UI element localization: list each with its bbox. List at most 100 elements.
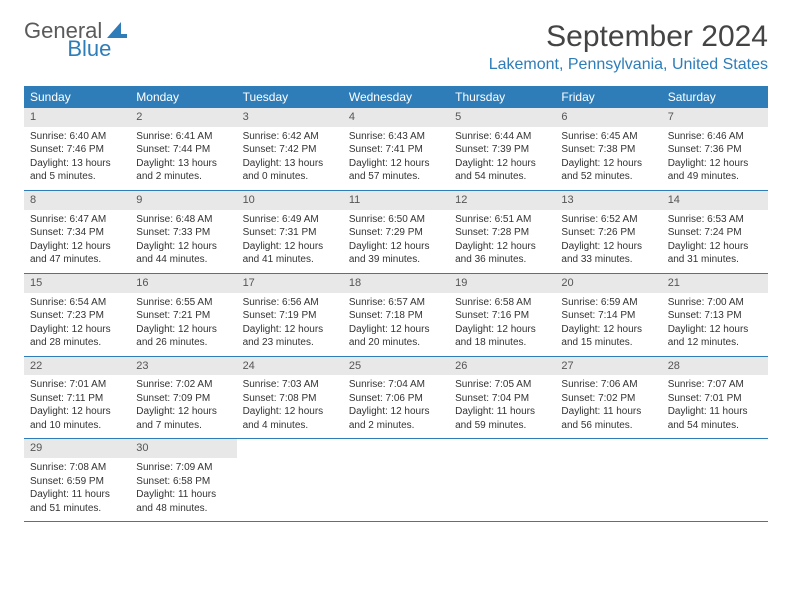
day-number: 29 bbox=[24, 439, 130, 458]
sunrise-text: Sunrise: 7:06 AM bbox=[561, 378, 655, 392]
day-header: Sunday bbox=[24, 86, 130, 108]
daylight-text: Daylight: 12 hours and 15 minutes. bbox=[561, 323, 655, 350]
sunset-text: Sunset: 7:14 PM bbox=[561, 309, 655, 323]
sunset-text: Sunset: 7:34 PM bbox=[30, 226, 124, 240]
day-number: 10 bbox=[237, 191, 343, 210]
daylight-text: Daylight: 12 hours and 4 minutes. bbox=[243, 405, 337, 432]
sunrise-text: Sunrise: 6:59 AM bbox=[561, 296, 655, 310]
sunset-text: Sunset: 7:02 PM bbox=[561, 392, 655, 406]
daylight-text: Daylight: 12 hours and 52 minutes. bbox=[561, 157, 655, 184]
logo: General Blue bbox=[24, 20, 127, 60]
day-cell: 12Sunrise: 6:51 AMSunset: 7:28 PMDayligh… bbox=[449, 191, 555, 273]
sunset-text: Sunset: 7:41 PM bbox=[349, 143, 443, 157]
day-header: Monday bbox=[130, 86, 236, 108]
sunset-text: Sunset: 7:36 PM bbox=[668, 143, 762, 157]
sunrise-text: Sunrise: 6:46 AM bbox=[668, 130, 762, 144]
daylight-text: Daylight: 12 hours and 33 minutes. bbox=[561, 240, 655, 267]
day-body: Sunrise: 6:48 AMSunset: 7:33 PMDaylight:… bbox=[130, 210, 236, 273]
sunset-text: Sunset: 7:29 PM bbox=[349, 226, 443, 240]
day-cell: 24Sunrise: 7:03 AMSunset: 7:08 PMDayligh… bbox=[237, 357, 343, 439]
day-number: 30 bbox=[130, 439, 236, 458]
day-cell: 14Sunrise: 6:53 AMSunset: 7:24 PMDayligh… bbox=[662, 191, 768, 273]
day-body: Sunrise: 7:01 AMSunset: 7:11 PMDaylight:… bbox=[24, 375, 130, 438]
day-body: Sunrise: 7:09 AMSunset: 6:58 PMDaylight:… bbox=[130, 458, 236, 521]
day-cell: 19Sunrise: 6:58 AMSunset: 7:16 PMDayligh… bbox=[449, 274, 555, 356]
day-number: 5 bbox=[449, 108, 555, 127]
day-cell: 10Sunrise: 6:49 AMSunset: 7:31 PMDayligh… bbox=[237, 191, 343, 273]
location-text: Lakemont, Pennsylvania, United States bbox=[489, 56, 768, 74]
day-cell: 13Sunrise: 6:52 AMSunset: 7:26 PMDayligh… bbox=[555, 191, 661, 273]
sunrise-text: Sunrise: 7:05 AM bbox=[455, 378, 549, 392]
day-body: Sunrise: 6:55 AMSunset: 7:21 PMDaylight:… bbox=[130, 293, 236, 356]
sunrise-text: Sunrise: 6:55 AM bbox=[136, 296, 230, 310]
sunrise-text: Sunrise: 6:54 AM bbox=[30, 296, 124, 310]
sunrise-text: Sunrise: 6:52 AM bbox=[561, 213, 655, 227]
day-cell: 9Sunrise: 6:48 AMSunset: 7:33 PMDaylight… bbox=[130, 191, 236, 273]
day-body: Sunrise: 6:40 AMSunset: 7:46 PMDaylight:… bbox=[24, 127, 130, 190]
daylight-text: Daylight: 12 hours and 26 minutes. bbox=[136, 323, 230, 350]
sunrise-text: Sunrise: 6:49 AM bbox=[243, 213, 337, 227]
sunrise-text: Sunrise: 7:00 AM bbox=[668, 296, 762, 310]
day-number: 17 bbox=[237, 274, 343, 293]
day-number: 11 bbox=[343, 191, 449, 210]
sunrise-text: Sunrise: 7:09 AM bbox=[136, 461, 230, 475]
sunset-text: Sunset: 7:46 PM bbox=[30, 143, 124, 157]
daylight-text: Daylight: 12 hours and 47 minutes. bbox=[30, 240, 124, 267]
day-cell: 20Sunrise: 6:59 AMSunset: 7:14 PMDayligh… bbox=[555, 274, 661, 356]
day-cell: 18Sunrise: 6:57 AMSunset: 7:18 PMDayligh… bbox=[343, 274, 449, 356]
day-cell: 11Sunrise: 6:50 AMSunset: 7:29 PMDayligh… bbox=[343, 191, 449, 273]
day-body: Sunrise: 7:03 AMSunset: 7:08 PMDaylight:… bbox=[237, 375, 343, 438]
day-cell bbox=[662, 439, 768, 521]
sunrise-text: Sunrise: 7:04 AM bbox=[349, 378, 443, 392]
daylight-text: Daylight: 12 hours and 41 minutes. bbox=[243, 240, 337, 267]
sunrise-text: Sunrise: 6:51 AM bbox=[455, 213, 549, 227]
day-body: Sunrise: 6:41 AMSunset: 7:44 PMDaylight:… bbox=[130, 127, 236, 190]
day-number: 24 bbox=[237, 357, 343, 376]
sunset-text: Sunset: 7:38 PM bbox=[561, 143, 655, 157]
month-title: September 2024 bbox=[489, 20, 768, 54]
day-body: Sunrise: 7:00 AMSunset: 7:13 PMDaylight:… bbox=[662, 293, 768, 356]
day-number: 7 bbox=[662, 108, 768, 127]
day-header: Wednesday bbox=[343, 86, 449, 108]
daylight-text: Daylight: 12 hours and 20 minutes. bbox=[349, 323, 443, 350]
sunset-text: Sunset: 7:11 PM bbox=[30, 392, 124, 406]
daylight-text: Daylight: 12 hours and 36 minutes. bbox=[455, 240, 549, 267]
sunrise-text: Sunrise: 6:53 AM bbox=[668, 213, 762, 227]
daylight-text: Daylight: 12 hours and 31 minutes. bbox=[668, 240, 762, 267]
sunrise-text: Sunrise: 6:45 AM bbox=[561, 130, 655, 144]
calendar: SundayMondayTuesdayWednesdayThursdayFrid… bbox=[24, 86, 768, 522]
sunrise-text: Sunrise: 6:47 AM bbox=[30, 213, 124, 227]
day-body: Sunrise: 6:56 AMSunset: 7:19 PMDaylight:… bbox=[237, 293, 343, 356]
day-body: Sunrise: 7:04 AMSunset: 7:06 PMDaylight:… bbox=[343, 375, 449, 438]
week-row: 1Sunrise: 6:40 AMSunset: 7:46 PMDaylight… bbox=[24, 108, 768, 191]
day-cell: 23Sunrise: 7:02 AMSunset: 7:09 PMDayligh… bbox=[130, 357, 236, 439]
daylight-text: Daylight: 12 hours and 2 minutes. bbox=[349, 405, 443, 432]
daylight-text: Daylight: 11 hours and 56 minutes. bbox=[561, 405, 655, 432]
weeks-container: 1Sunrise: 6:40 AMSunset: 7:46 PMDaylight… bbox=[24, 108, 768, 522]
day-number: 9 bbox=[130, 191, 236, 210]
sunrise-text: Sunrise: 6:58 AM bbox=[455, 296, 549, 310]
daylight-text: Daylight: 12 hours and 7 minutes. bbox=[136, 405, 230, 432]
day-number: 8 bbox=[24, 191, 130, 210]
daylight-text: Daylight: 12 hours and 28 minutes. bbox=[30, 323, 124, 350]
sunset-text: Sunset: 7:01 PM bbox=[668, 392, 762, 406]
sunset-text: Sunset: 7:16 PM bbox=[455, 309, 549, 323]
daylight-text: Daylight: 12 hours and 10 minutes. bbox=[30, 405, 124, 432]
day-cell bbox=[343, 439, 449, 521]
day-cell: 15Sunrise: 6:54 AMSunset: 7:23 PMDayligh… bbox=[24, 274, 130, 356]
day-body: Sunrise: 6:42 AMSunset: 7:42 PMDaylight:… bbox=[237, 127, 343, 190]
day-body: Sunrise: 7:08 AMSunset: 6:59 PMDaylight:… bbox=[24, 458, 130, 521]
day-cell: 8 Sunrise: 6:47 AMSunset: 7:34 PMDaylight… bbox=[24, 191, 130, 273]
week-row: 15Sunrise: 6:54 AMSunset: 7:23 PMDayligh… bbox=[24, 274, 768, 357]
day-number: 2 bbox=[130, 108, 236, 127]
day-body: Sunrise: 6:59 AMSunset: 7:14 PMDaylight:… bbox=[555, 293, 661, 356]
daylight-text: Daylight: 12 hours and 54 minutes. bbox=[455, 157, 549, 184]
sunrise-text: Sunrise: 7:08 AM bbox=[30, 461, 124, 475]
daylight-text: Daylight: 11 hours and 51 minutes. bbox=[30, 488, 124, 515]
day-header: Tuesday bbox=[237, 86, 343, 108]
sunset-text: Sunset: 7:39 PM bbox=[455, 143, 549, 157]
day-number: 20 bbox=[555, 274, 661, 293]
day-body: Sunrise: 6:52 AMSunset: 7:26 PMDaylight:… bbox=[555, 210, 661, 273]
daylight-text: Daylight: 13 hours and 0 minutes. bbox=[243, 157, 337, 184]
day-cell: 2Sunrise: 6:41 AMSunset: 7:44 PMDaylight… bbox=[130, 108, 236, 190]
